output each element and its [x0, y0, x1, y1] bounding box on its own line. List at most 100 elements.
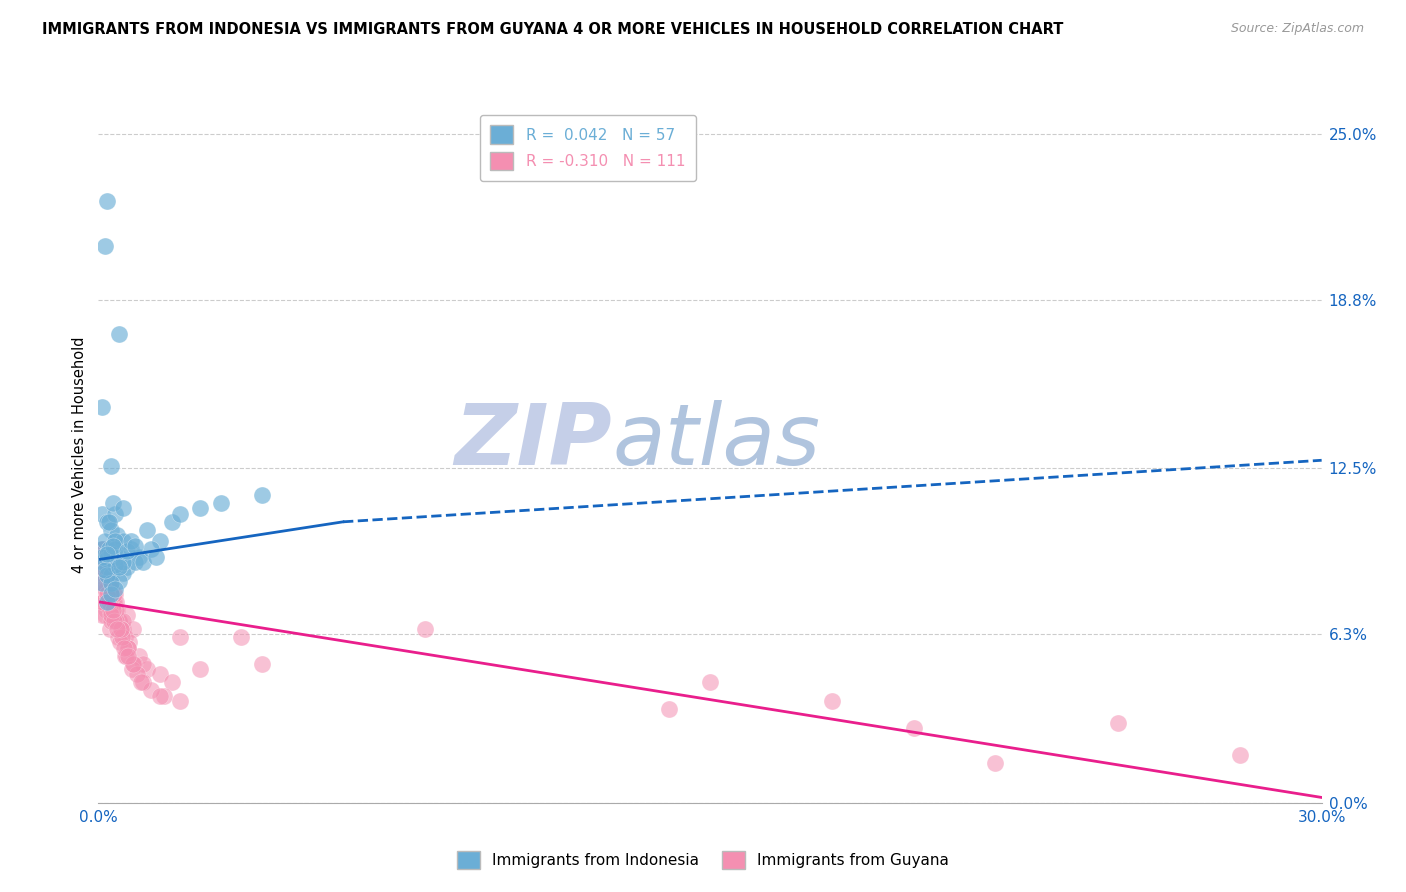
- Point: [127, 667, 149, 681]
- Point: [101, 595, 124, 609]
- Point: [169, 507, 191, 521]
- Point: [117, 640, 139, 655]
- Point: [97, 579, 120, 593]
- Point: [100, 608, 122, 623]
- Point: [104, 614, 127, 628]
- Point: [100, 523, 122, 537]
- Point: [98, 587, 121, 601]
- Point: [96, 582, 118, 596]
- Point: [94, 582, 117, 596]
- Point: [103, 595, 125, 609]
- Point: [94, 568, 117, 582]
- Legend: R =  0.042   N = 57, R = -0.310   N = 111: R = 0.042 N = 57, R = -0.310 N = 111: [479, 115, 696, 181]
- Point: [94, 568, 117, 582]
- Point: [104, 507, 127, 521]
- Point: [93, 568, 115, 582]
- Point: [97, 541, 120, 556]
- Point: [821, 694, 844, 708]
- Point: [118, 635, 141, 649]
- Point: [103, 587, 125, 601]
- Point: [96, 560, 118, 574]
- Point: [104, 603, 127, 617]
- Point: [108, 327, 131, 342]
- Point: [91, 541, 114, 556]
- Point: [91, 555, 114, 569]
- Point: [120, 541, 142, 556]
- Point: [96, 568, 118, 582]
- Point: [115, 544, 138, 558]
- Point: [149, 689, 172, 703]
- Point: [96, 587, 118, 601]
- Point: [105, 603, 128, 617]
- Point: [250, 488, 273, 502]
- Point: [132, 657, 155, 671]
- Point: [100, 611, 122, 625]
- Point: [1229, 747, 1251, 762]
- Point: [91, 507, 114, 521]
- Point: [111, 501, 134, 516]
- Point: [104, 558, 127, 572]
- Point: [91, 541, 114, 556]
- Text: atlas: atlas: [612, 400, 820, 483]
- Point: [110, 622, 132, 636]
- Point: [114, 648, 136, 663]
- Point: [89, 560, 111, 574]
- Point: [98, 603, 121, 617]
- Point: [129, 675, 152, 690]
- Point: [117, 648, 139, 663]
- Point: [93, 533, 115, 548]
- Point: [93, 563, 115, 577]
- Point: [101, 603, 124, 617]
- Point: [111, 555, 134, 569]
- Point: [122, 657, 145, 671]
- Point: [91, 576, 114, 591]
- Point: [110, 622, 132, 636]
- Point: [93, 582, 115, 596]
- Point: [104, 595, 127, 609]
- Point: [96, 587, 118, 601]
- Point: [93, 549, 115, 564]
- Point: [97, 515, 120, 529]
- Point: [91, 555, 114, 569]
- Point: [104, 587, 127, 601]
- Point: [94, 560, 117, 574]
- Point: [100, 582, 122, 596]
- Point: [96, 568, 118, 582]
- Point: [101, 539, 124, 553]
- Point: [111, 566, 134, 580]
- Point: [96, 587, 118, 601]
- Point: [91, 541, 114, 556]
- Point: [250, 657, 273, 671]
- Point: [108, 574, 131, 588]
- Point: [149, 533, 172, 548]
- Point: [96, 552, 118, 566]
- Point: [107, 630, 129, 644]
- Point: [96, 568, 118, 582]
- Point: [104, 533, 127, 548]
- Point: [152, 689, 174, 703]
- Point: [984, 756, 1007, 770]
- Point: [169, 694, 191, 708]
- Point: [96, 547, 118, 561]
- Point: [101, 496, 124, 510]
- Point: [111, 614, 134, 628]
- Point: [96, 194, 118, 208]
- Point: [97, 595, 120, 609]
- Point: [111, 533, 134, 548]
- Point: [97, 576, 120, 591]
- Point: [188, 662, 212, 676]
- Point: [132, 675, 155, 690]
- Point: [111, 622, 134, 636]
- Point: [108, 549, 131, 564]
- Point: [122, 622, 145, 636]
- Point: [128, 648, 150, 663]
- Point: [413, 622, 436, 636]
- Point: [105, 528, 128, 542]
- Point: [90, 576, 112, 591]
- Point: [100, 608, 122, 623]
- Point: [121, 662, 143, 676]
- Point: [96, 552, 118, 566]
- Point: [124, 539, 146, 553]
- Point: [96, 595, 118, 609]
- Point: [1107, 715, 1129, 730]
